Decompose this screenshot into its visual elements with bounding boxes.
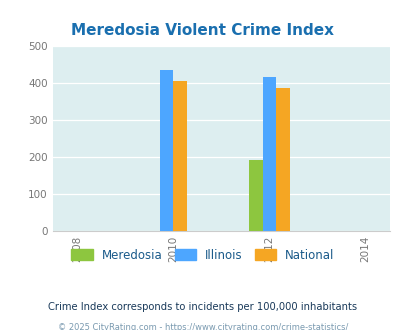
Bar [173,81,186,231]
Legend: Meredosia, Illinois, National: Meredosia, Illinois, National [66,244,339,266]
Text: © 2025 CityRating.com - https://www.cityrating.com/crime-statistics/: © 2025 CityRating.com - https://www.city… [58,323,347,330]
Bar [159,70,173,231]
Bar [249,160,262,231]
Bar [275,88,289,231]
Bar [262,77,275,231]
Text: Crime Index corresponds to incidents per 100,000 inhabitants: Crime Index corresponds to incidents per… [48,302,357,312]
Text: Meredosia Violent Crime Index: Meredosia Violent Crime Index [71,23,334,38]
